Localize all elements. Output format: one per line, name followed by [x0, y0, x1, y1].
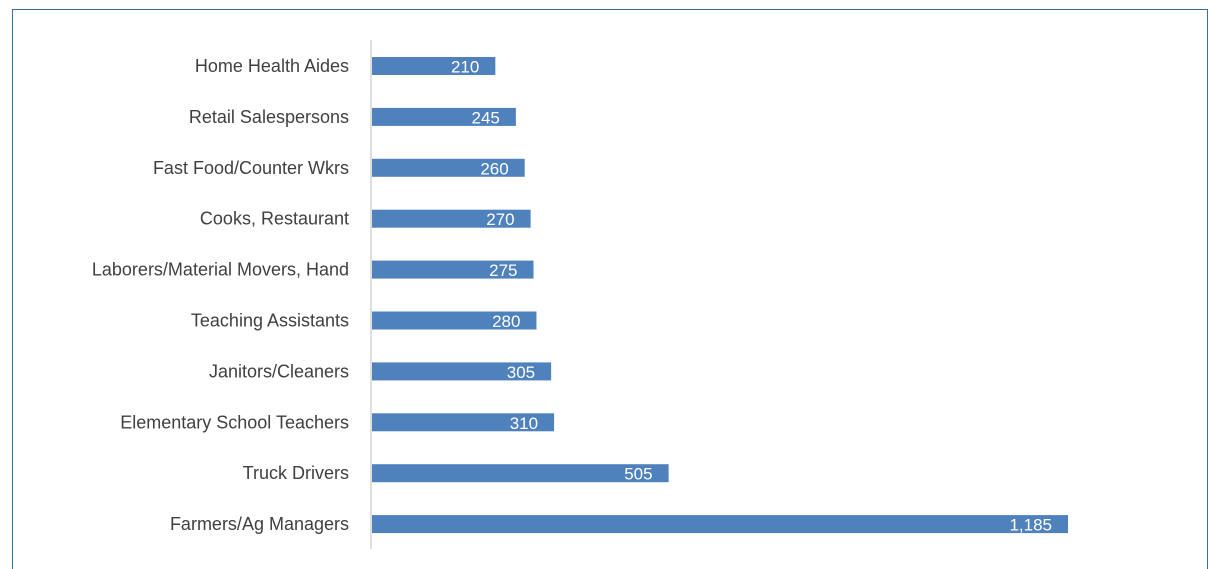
bar [372, 311, 537, 330]
category-labels: Home Health Aides Retail Salespersons Fast… [92, 56, 349, 534]
data-label: 270 [486, 210, 514, 229]
bar [372, 158, 525, 177]
data-label: 245 [472, 108, 500, 127]
category-label: Cooks, Restaurant [200, 209, 349, 229]
category-label: Home Health Aides [195, 56, 349, 76]
category-label: Janitors/Cleaners [209, 361, 349, 381]
bar [372, 413, 555, 432]
bar [372, 209, 531, 228]
bar [372, 57, 496, 75]
value-labels: 210 245 260 270 275 280 305 310 505 1,185 [451, 58, 1052, 535]
data-label: 1,185 [1009, 516, 1052, 535]
category-label: Laborers/Material Movers, Hand [92, 260, 349, 280]
data-label: 505 [624, 465, 652, 484]
bar [372, 464, 669, 483]
bars [372, 57, 1068, 534]
data-label: 280 [492, 312, 520, 331]
category-label: Truck Drivers [243, 463, 349, 483]
bar [372, 515, 1068, 534]
category-label: Retail Salespersons [189, 107, 349, 127]
category-label: Fast Food/Counter Wkrs [153, 158, 349, 178]
category-label: Elementary School Teachers [120, 412, 349, 432]
bar [372, 362, 552, 381]
data-label: 310 [510, 414, 538, 433]
category-label: Teaching Assistants [191, 311, 349, 331]
data-label: 275 [489, 261, 517, 280]
bar [372, 107, 516, 126]
data-label: 260 [480, 159, 508, 178]
category-label: Farmers/Ag Managers [170, 514, 349, 534]
data-label: 210 [451, 58, 479, 77]
data-label: 305 [507, 363, 535, 382]
bar [372, 260, 534, 279]
